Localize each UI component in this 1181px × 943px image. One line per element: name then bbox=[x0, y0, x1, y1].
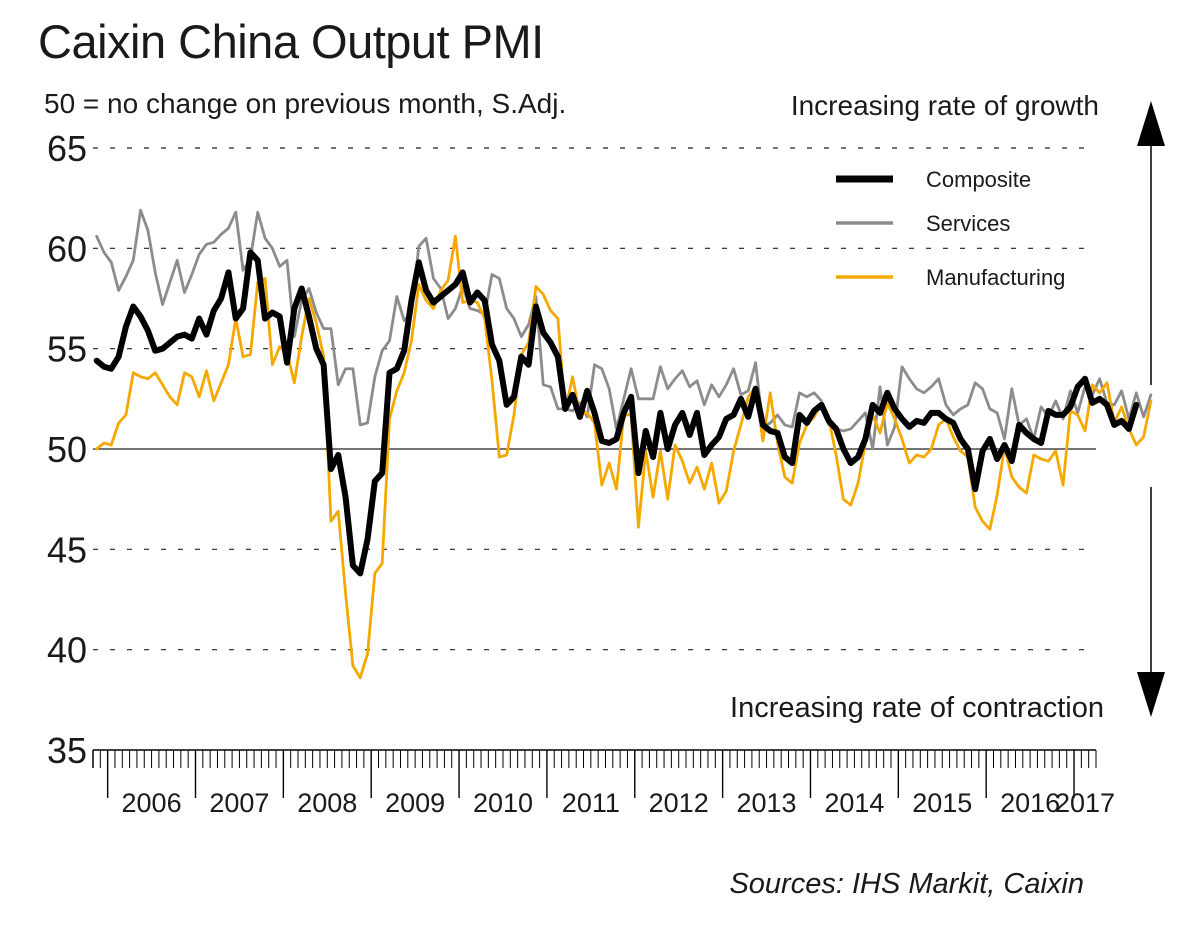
contraction-annotation: Increasing rate of contraction bbox=[730, 692, 1104, 724]
x-tick-label-2010: 2010 bbox=[473, 788, 533, 818]
y-tick-label-50: 50 bbox=[47, 429, 87, 470]
x-tick-label-2013: 2013 bbox=[737, 788, 797, 818]
y-tick-label-60: 60 bbox=[47, 228, 87, 269]
up-arrow-icon bbox=[1137, 101, 1165, 146]
series-line-manufacturing bbox=[95, 234, 1153, 680]
down-arrow-icon bbox=[1137, 672, 1165, 717]
source-note: Sources: IHS Markit, Caixin bbox=[729, 868, 1084, 900]
series-line-composite bbox=[93, 249, 1140, 577]
x-tick-label-2011: 2011 bbox=[562, 788, 620, 818]
series-line-services bbox=[95, 208, 1153, 451]
x-tick-label-2014: 2014 bbox=[824, 788, 884, 818]
x-tick-label-2012: 2012 bbox=[649, 788, 709, 818]
x-tick-label-2006: 2006 bbox=[122, 788, 182, 818]
legend-label-manufacturing: Manufacturing bbox=[926, 265, 1065, 290]
x-tick-label-2008: 2008 bbox=[297, 788, 357, 818]
y-tick-label-40: 40 bbox=[47, 630, 87, 671]
chart-title: Caixin China Output PMI bbox=[38, 15, 544, 68]
y-tick-label-55: 55 bbox=[47, 329, 87, 370]
x-tick-label-2009: 2009 bbox=[385, 788, 445, 818]
x-tick-label-2015: 2015 bbox=[912, 788, 972, 818]
y-tick-label-65: 65 bbox=[47, 128, 87, 169]
chart-subtitle: 50 = no change on previous month, S.Adj. bbox=[44, 88, 567, 119]
x-tick-label-2007: 2007 bbox=[209, 788, 269, 818]
legend-label-services: Services bbox=[926, 211, 1010, 236]
x-tick-label-2017: 2017 bbox=[1055, 788, 1115, 818]
y-tick-label-35: 35 bbox=[47, 730, 87, 771]
x-tick-label-2016: 2016 bbox=[1000, 788, 1060, 818]
legend-label-composite: Composite bbox=[926, 167, 1031, 192]
growth-annotation: Increasing rate of growth bbox=[790, 90, 1099, 121]
y-tick-label-45: 45 bbox=[47, 529, 87, 570]
